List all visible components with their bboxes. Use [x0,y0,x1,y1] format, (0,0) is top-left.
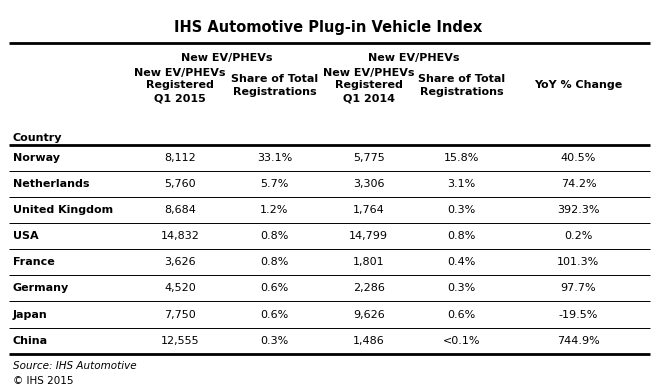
Text: 74.2%: 74.2% [561,179,596,189]
Text: 3,626: 3,626 [164,257,196,267]
Text: 2,286: 2,286 [353,284,384,293]
Text: New EV/PHEVs
Registered
Q1 2015: New EV/PHEVs Registered Q1 2015 [134,67,226,103]
Text: 744.9%: 744.9% [557,336,600,346]
Text: United Kingdom: United Kingdom [12,205,113,215]
Text: 0.8%: 0.8% [260,231,289,241]
Text: Norway: Norway [12,153,60,163]
Text: Japan: Japan [12,310,47,319]
Text: 392.3%: 392.3% [557,205,600,215]
Text: 5.7%: 5.7% [260,179,289,189]
Text: 33.1%: 33.1% [256,153,292,163]
Text: 0.3%: 0.3% [447,205,476,215]
Text: 0.3%: 0.3% [260,336,289,346]
Text: USA: USA [12,231,38,241]
Text: Share of Total
Registrations: Share of Total Registrations [418,74,505,97]
Text: 5,760: 5,760 [164,179,196,189]
Text: New EV/PHEVs: New EV/PHEVs [182,53,273,64]
Text: 5,775: 5,775 [353,153,384,163]
Text: France: France [12,257,54,267]
Text: Share of Total
Registrations: Share of Total Registrations [231,74,318,97]
Text: 14,832: 14,832 [161,231,199,241]
Text: 101.3%: 101.3% [558,257,600,267]
Text: 15.8%: 15.8% [443,153,479,163]
Text: 0.3%: 0.3% [447,284,476,293]
Text: 4,520: 4,520 [164,284,196,293]
Text: 1,801: 1,801 [353,257,384,267]
Text: 1,486: 1,486 [353,336,384,346]
Text: 12,555: 12,555 [161,336,199,346]
Text: © IHS 2015: © IHS 2015 [12,376,73,386]
Text: China: China [12,336,48,346]
Text: 97.7%: 97.7% [561,284,596,293]
Text: 0.8%: 0.8% [260,257,289,267]
Text: Netherlands: Netherlands [12,179,89,189]
Text: 8,112: 8,112 [164,153,196,163]
Text: 14,799: 14,799 [349,231,388,241]
Text: 0.6%: 0.6% [260,310,289,319]
Text: 40.5%: 40.5% [561,153,596,163]
Text: 7,750: 7,750 [164,310,196,319]
Text: Source: IHS Automotive: Source: IHS Automotive [12,361,136,370]
Text: 0.8%: 0.8% [447,231,476,241]
Text: Country: Country [12,133,62,143]
Text: New EV/PHEVs: New EV/PHEVs [369,53,460,64]
Text: -19.5%: -19.5% [559,310,598,319]
Text: 0.2%: 0.2% [564,231,592,241]
Text: 0.6%: 0.6% [447,310,476,319]
Text: 3,306: 3,306 [353,179,384,189]
Text: New EV/PHEVs
Registered
Q1 2014: New EV/PHEVs Registered Q1 2014 [323,67,415,103]
Text: 8,684: 8,684 [164,205,196,215]
Text: YoY % Change: YoY % Change [534,80,623,90]
Text: 3.1%: 3.1% [447,179,476,189]
Text: 0.6%: 0.6% [260,284,289,293]
Text: 1,764: 1,764 [353,205,384,215]
Text: 0.4%: 0.4% [447,257,476,267]
Text: Germany: Germany [12,284,69,293]
Text: <0.1%: <0.1% [443,336,480,346]
Text: 9,626: 9,626 [353,310,384,319]
Text: IHS Automotive Plug-in Vehicle Index: IHS Automotive Plug-in Vehicle Index [174,20,482,35]
Text: 1.2%: 1.2% [260,205,289,215]
